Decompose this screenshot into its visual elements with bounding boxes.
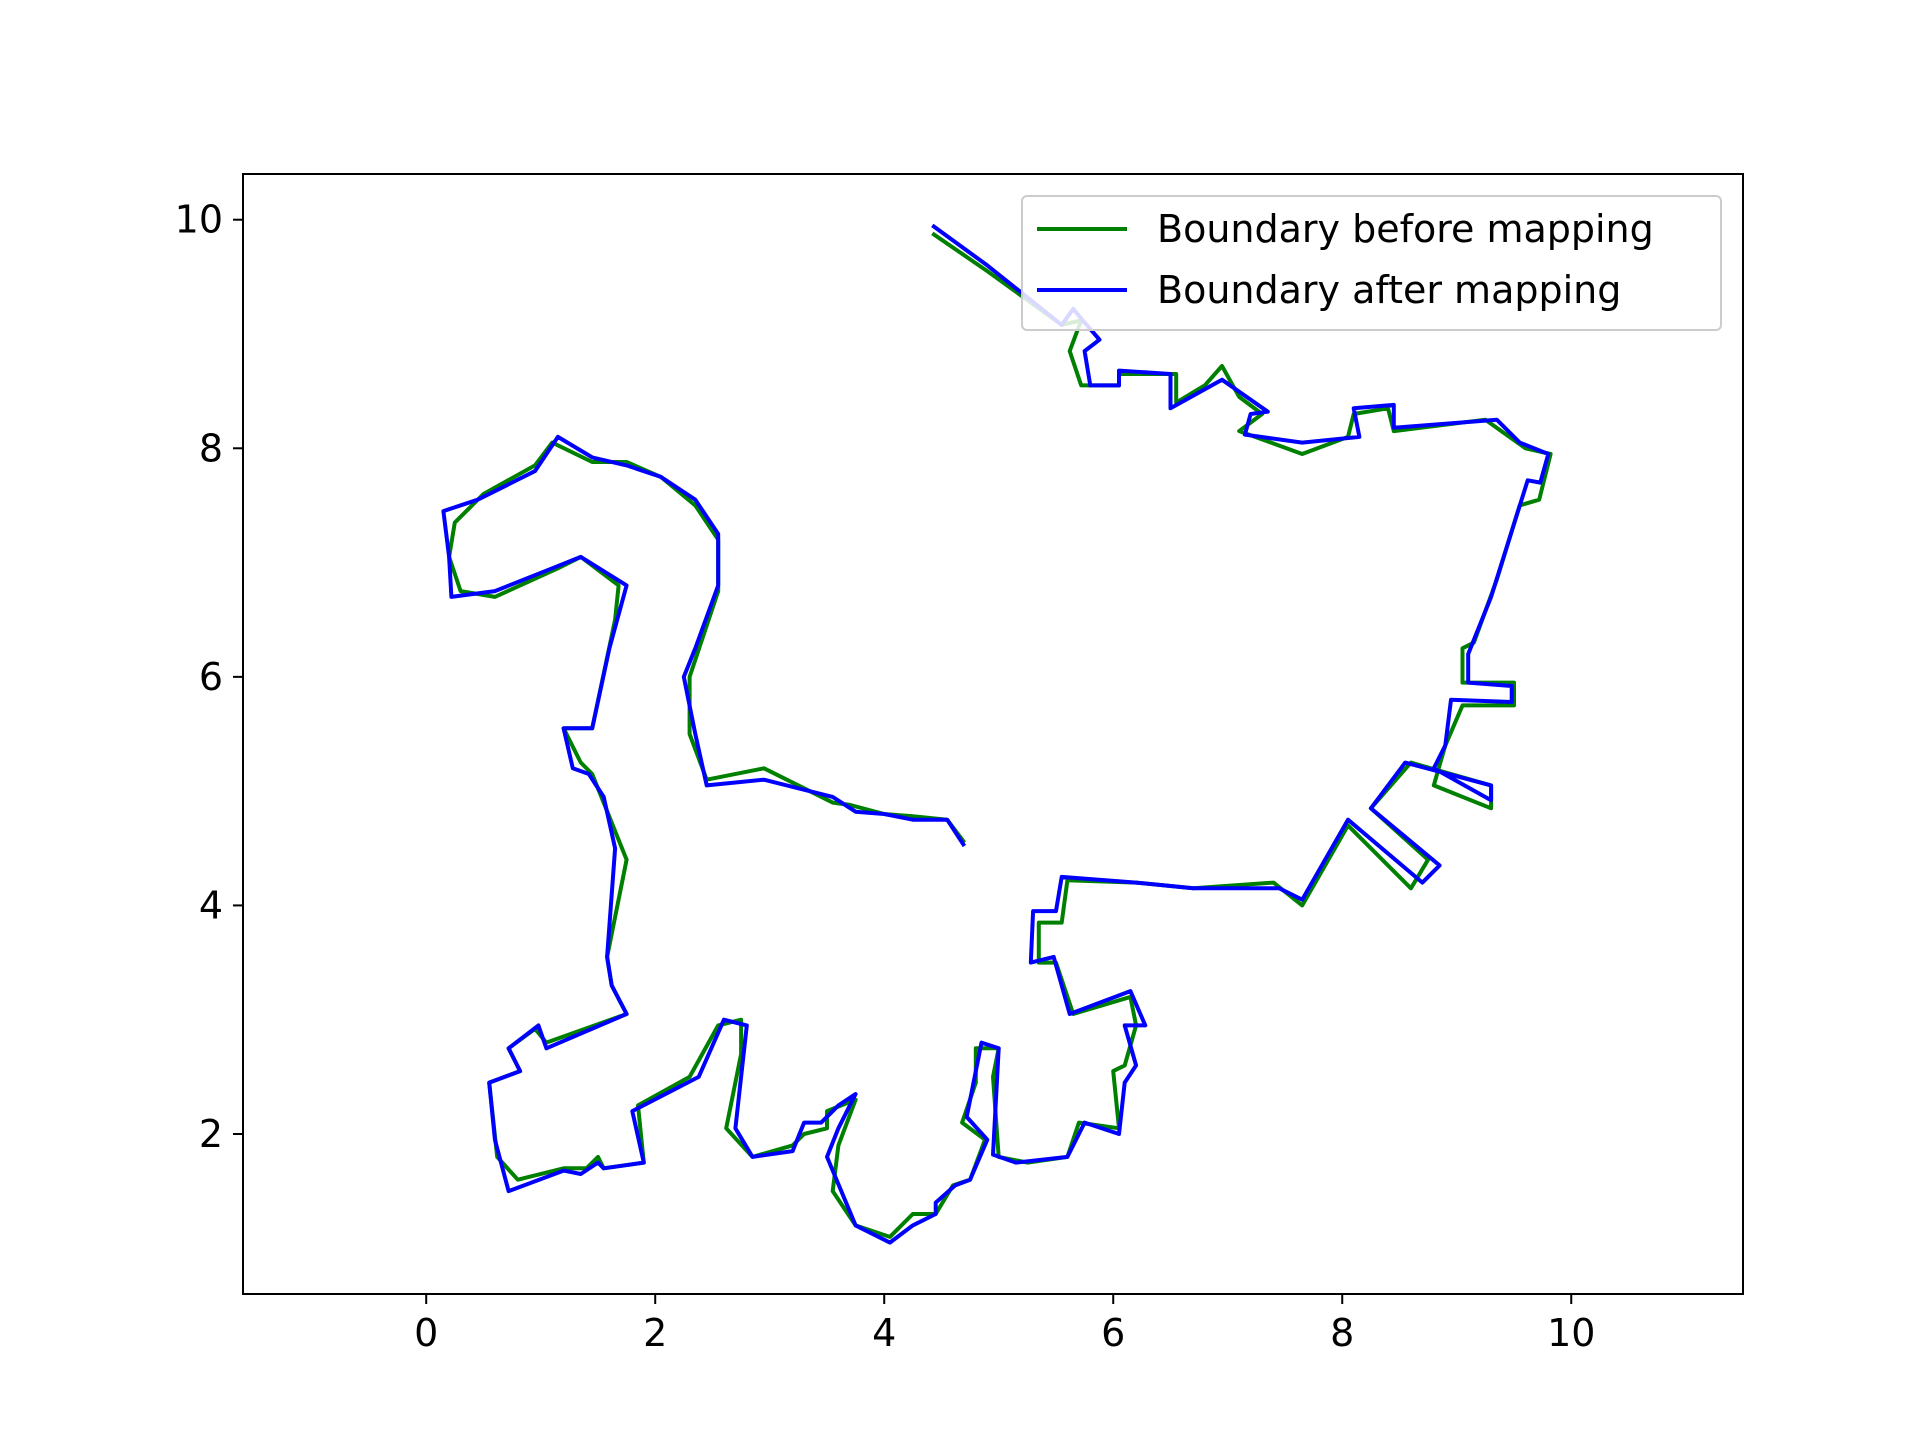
series-line-after-mapping	[441, 223, 1551, 1245]
axes-frame	[242, 173, 1744, 1295]
y-axis: 2 4 6 8 10	[175, 198, 243, 1156]
x-tick-label: 0	[414, 1311, 438, 1355]
y-tick-label: 6	[199, 655, 223, 699]
x-tick-label: 6	[1101, 1311, 1125, 1355]
legend: Boundary before mapping Boundary after m…	[1021, 195, 1722, 331]
y-tick-label: 2	[199, 1112, 223, 1156]
legend-label-before: Boundary before mapping	[1157, 207, 1654, 251]
legend-box	[1021, 195, 1722, 331]
y-tick-label: 8	[199, 426, 223, 470]
y-tick-label: 4	[199, 883, 223, 927]
x-tick-label: 10	[1547, 1311, 1595, 1355]
series-layer	[441, 223, 1553, 1245]
legend-label-after: Boundary after mapping	[1157, 268, 1621, 312]
x-axis: 0 2 4 6 8 10	[414, 1294, 1595, 1355]
x-tick-label: 8	[1330, 1311, 1354, 1355]
x-tick-label: 4	[872, 1311, 896, 1355]
x-tick-label: 2	[643, 1311, 667, 1355]
y-tick-label: 10	[175, 198, 223, 242]
